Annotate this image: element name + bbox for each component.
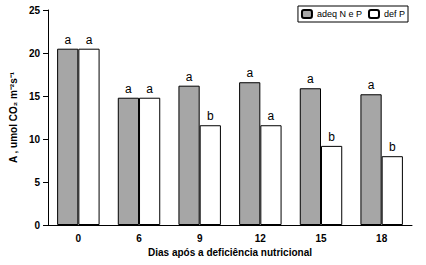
svg-text:a: a [146,82,153,96]
svg-text:Dias após a deficiência nutric: Dias após a deficiência nutricional [148,247,312,258]
svg-text:a: a [246,66,253,80]
svg-text:b: b [328,130,335,144]
svg-text:5: 5 [34,177,40,188]
svg-text:b: b [389,140,396,154]
svg-text:A , umol CO₂ m⁻²s⁻¹: A , umol CO₂ m⁻²s⁻¹ [8,71,19,163]
svg-text:a: a [307,72,314,86]
svg-text:9: 9 [197,233,203,244]
svg-text:25: 25 [29,5,41,16]
svg-text:20: 20 [29,48,41,59]
svg-text:12: 12 [255,233,267,244]
svg-text:a: a [125,82,132,96]
svg-text:15: 15 [29,91,41,102]
svg-text:adeq N e P: adeq N e P [317,9,362,19]
svg-text:0: 0 [76,233,82,244]
svg-text:a: a [186,70,193,84]
svg-text:15: 15 [315,233,327,244]
svg-text:a: a [268,109,275,123]
svg-text:a: a [64,33,71,47]
svg-text:0: 0 [34,220,40,231]
svg-text:a: a [86,33,93,47]
svg-text:6: 6 [136,233,142,244]
svg-text:def P: def P [384,9,405,19]
svg-text:b: b [207,109,214,123]
svg-text:10: 10 [29,134,41,145]
svg-text:18: 18 [376,233,388,244]
svg-text:a: a [368,78,375,92]
